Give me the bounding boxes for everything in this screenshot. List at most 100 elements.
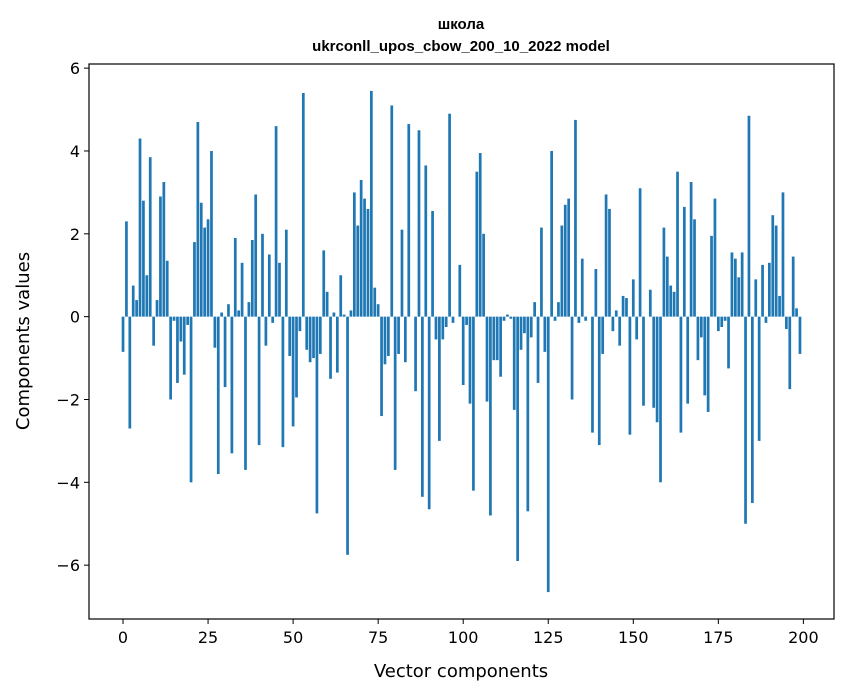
bar [774,225,778,317]
bar [611,316,615,332]
bar [281,316,285,448]
bar [465,316,468,325]
y-axis-label: Components values [13,252,34,430]
bar [533,302,536,317]
bar [152,316,155,346]
bar [335,316,339,373]
bar [665,256,669,317]
bar [519,316,523,350]
bar [686,316,690,404]
bar [414,316,417,392]
bar [485,316,489,402]
bar [771,215,775,317]
bar [778,295,781,317]
bar [223,316,227,388]
y-tick-label: −6 [56,556,80,575]
bar [570,316,574,400]
bar [138,138,142,317]
bar [723,316,727,321]
bar [699,316,703,338]
bar [553,316,557,321]
bar [424,165,428,317]
bar [693,219,696,317]
plot-area-frame [88,63,835,620]
bar [301,92,305,317]
bar [346,316,349,555]
bar [278,262,281,317]
bar [216,316,220,475]
bar [390,105,394,317]
x-tick-label: 50 [283,628,303,647]
bar [716,316,720,332]
bar [121,316,125,352]
bar [727,316,730,369]
bar [155,300,159,317]
bar [206,219,210,317]
bar [329,316,332,379]
bar [461,316,465,385]
bar [733,258,737,317]
bar [169,316,172,400]
bar [352,192,356,317]
bar [376,304,380,317]
bar [512,316,516,410]
bar [785,316,788,330]
bar [744,316,747,524]
x-axis-label: Vector components [374,661,548,682]
bar [261,233,264,317]
bar [444,316,448,327]
bar [526,316,530,512]
chart-subtitle: ukrconll_upos_cbow_200_10_2022 model [312,38,610,55]
x-axis-ticks: 0 25 50 75 100 125 150 175 200 [118,619,819,647]
bar [199,202,203,317]
bar [563,204,567,317]
bar [516,316,519,562]
bar [475,171,479,317]
bar [210,150,213,317]
bar [393,316,397,470]
bar [536,316,540,383]
bar [540,227,543,317]
bar [509,316,513,319]
bar [165,260,169,317]
bar [478,153,482,317]
bar [747,115,751,317]
bar [230,316,234,454]
bar [318,316,322,354]
bar [751,316,754,504]
bar [145,275,149,317]
bar [720,316,724,327]
bar [597,316,601,446]
bar [580,258,584,317]
bar [682,206,686,317]
bar [791,256,795,317]
bar [162,182,166,317]
bar [288,316,292,356]
bar [264,316,268,346]
bar [567,198,571,317]
bar [128,316,132,429]
x-tick-label: 100 [448,628,479,647]
bar [635,316,639,340]
bar [267,254,271,317]
bar [710,235,713,317]
bar [356,225,360,317]
bar [434,316,438,340]
bar [363,198,366,317]
bar [291,316,295,427]
bar [798,316,802,354]
bar [254,194,258,317]
bar [730,252,734,317]
bar [448,113,451,317]
x-tick-label: 150 [618,628,649,647]
bar [250,240,254,317]
bar [159,196,162,317]
bar [131,285,135,317]
bar [781,192,785,317]
bar [601,316,605,354]
bar [332,312,336,317]
bar [703,316,707,396]
bar [574,119,577,317]
bar [543,316,547,352]
